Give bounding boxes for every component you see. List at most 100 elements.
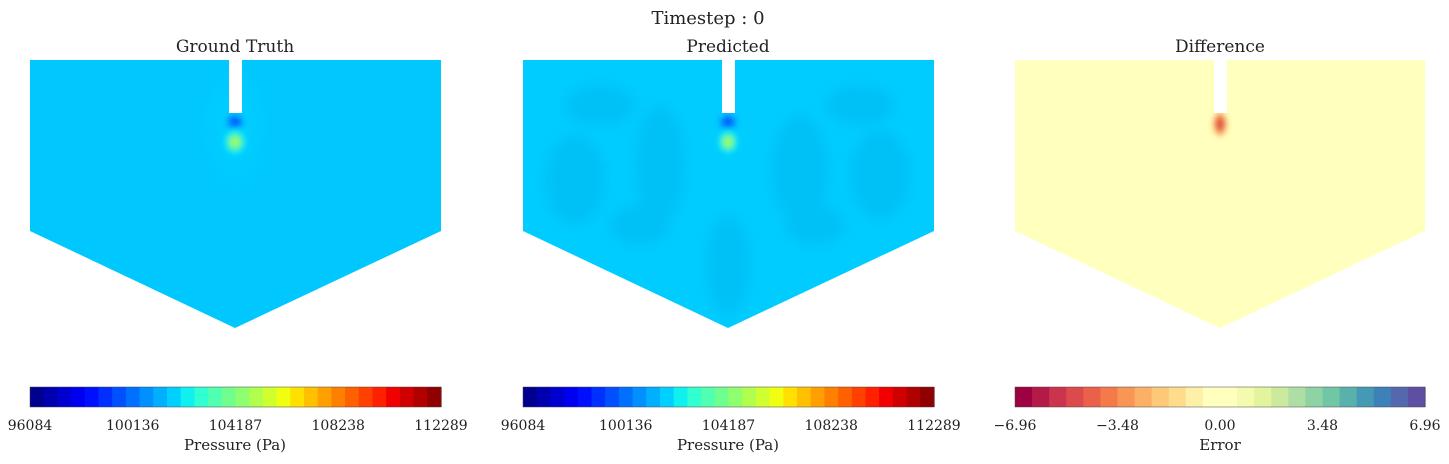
colorbar-segment <box>605 387 620 407</box>
tick-label: 96084 <box>8 418 53 434</box>
colorbar-segment <box>824 387 839 407</box>
colorbar-segment <box>125 387 141 407</box>
colorbar-segment <box>673 387 688 407</box>
colorbar-segment <box>221 387 237 407</box>
colorbar-segment <box>372 387 387 407</box>
high-pressure-spot <box>715 127 741 157</box>
colorbar-segment <box>1202 387 1221 407</box>
colorbar-segment <box>591 387 606 407</box>
colorbar-segment <box>112 387 127 407</box>
colorbar-segment <box>851 387 867 407</box>
colorbar-segment <box>249 387 264 407</box>
colorbar <box>1014 386 1426 408</box>
colorbar-label: Error <box>1199 436 1241 454</box>
pressure-field <box>30 60 441 328</box>
colorbar-segment <box>728 387 743 407</box>
tick-label: 108238 <box>312 418 365 434</box>
colorbar-segment <box>536 387 551 407</box>
colorbar-segment <box>153 387 168 407</box>
colorbar-segment <box>646 387 661 407</box>
tick-label: 96084 <box>501 418 546 434</box>
colorbar-segment <box>167 387 182 407</box>
colorbar-segment <box>1015 387 1033 407</box>
colorbar-segment <box>262 387 278 407</box>
nozzle <box>229 60 242 113</box>
tick-label: 0.00 <box>1204 418 1235 434</box>
colorbar-segment <box>1288 387 1307 407</box>
colorbar-segment <box>810 387 825 407</box>
colorbar-segment <box>30 387 45 407</box>
colorbar-segment <box>714 387 730 407</box>
colorbar-segment <box>523 387 538 407</box>
colorbar-segment <box>1117 387 1136 407</box>
colorbar-segment <box>865 387 880 407</box>
colorbar-segment <box>180 387 195 407</box>
colorbar-segment <box>1322 387 1341 407</box>
colorbar-jet-segments <box>523 387 935 407</box>
colorbar-frame <box>29 386 442 408</box>
panel-ground-truth: Ground Truth 96084 100136 104187 108238 … <box>8 37 468 454</box>
colorbar-segment <box>892 387 908 407</box>
tick-label: 104187 <box>209 418 262 434</box>
colorbar <box>522 386 935 408</box>
colorbar-segment <box>98 387 113 407</box>
colorbar-segment <box>331 387 346 407</box>
colorbar-segment <box>1407 387 1426 407</box>
colorbar-segment <box>564 387 579 407</box>
colorbar-segment <box>290 387 305 407</box>
tick-label: 100136 <box>106 418 160 434</box>
colorbar <box>29 386 442 408</box>
colorbar-segment <box>660 387 675 407</box>
colorbar-segment <box>618 387 634 407</box>
colorbar-segment <box>317 387 332 407</box>
colorbar-segment <box>1134 387 1153 407</box>
colorbar-segment <box>194 387 209 407</box>
colorbar-segment <box>632 387 647 407</box>
colorbar-segment <box>1390 387 1409 407</box>
colorbar-segment <box>1185 387 1204 407</box>
colorbar-segment <box>1339 387 1358 407</box>
colorbar-segment <box>358 387 374 407</box>
colorbar-segment <box>1151 387 1170 407</box>
tick-label: −6.96 <box>994 418 1037 434</box>
colorbar-segment <box>84 387 100 407</box>
low-pressure-spot <box>224 112 246 132</box>
colorbar-segment <box>71 387 86 407</box>
colorbar-segment <box>1254 387 1272 407</box>
tick-label: 6.96 <box>1409 418 1440 434</box>
colorbar-segment <box>1100 387 1119 407</box>
tick-label: −3.48 <box>1096 418 1139 434</box>
figure-title: Timestep : 0 <box>651 8 764 29</box>
colorbar-segment <box>1271 387 1289 407</box>
colorbar-segment <box>345 387 360 407</box>
colorbar-segment <box>276 387 291 407</box>
colorbar-segment <box>577 387 593 407</box>
colorbar-ticks: −6.96 −3.48 0.00 3.48 6.96 <box>994 418 1441 434</box>
panel-difference: Difference −6.96 −3.48 0.00 3.48 6.96 Er… <box>994 37 1441 454</box>
colorbar-segment <box>1220 387 1238 407</box>
colorbar-segment <box>1049 387 1067 407</box>
colorbar-segment <box>701 387 716 407</box>
colorbar-segment <box>1066 387 1084 407</box>
panel-title: Ground Truth <box>176 37 294 57</box>
noise-patches <box>545 85 910 315</box>
colorbar-segment <box>43 387 58 407</box>
colorbar-segment <box>687 387 702 407</box>
error-field <box>1015 60 1425 328</box>
colorbar-segment <box>1083 387 1102 407</box>
colorbar-segment <box>920 387 935 407</box>
colorbar-segment <box>235 387 250 407</box>
high-pressure-spot <box>221 126 249 158</box>
colorbar-segment <box>769 387 784 407</box>
colorbar-segment <box>1032 387 1050 407</box>
domain-shape <box>1015 60 1425 328</box>
colorbar-segment <box>386 387 401 407</box>
panel-title: Difference <box>1175 37 1265 57</box>
nozzle <box>1214 60 1227 113</box>
colorbar-frame <box>1014 386 1426 408</box>
colorbar-segment <box>783 387 798 407</box>
colorbar-ticks: 96084 100136 104187 108238 112289 <box>501 418 961 434</box>
error-hotspot <box>1212 110 1228 138</box>
colorbar-segment <box>906 387 921 407</box>
